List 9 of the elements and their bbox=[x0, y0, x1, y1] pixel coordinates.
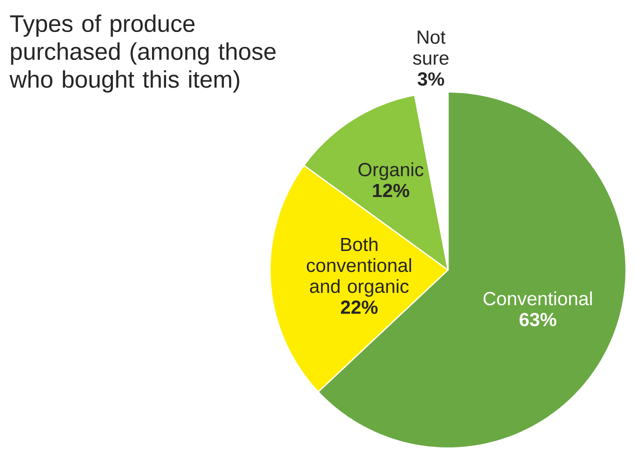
slice-label: Not sure bbox=[413, 30, 448, 65]
slice-label: Organic bbox=[358, 162, 424, 180]
data-label: 12% bbox=[373, 184, 410, 198]
chart-title: Types of produce purchased (among those who bought this item) bbox=[9, 14, 276, 93]
data-label: 63% bbox=[520, 312, 556, 326]
data-label: 22% bbox=[340, 300, 378, 314]
data-label: 3% bbox=[418, 72, 444, 86]
slice-label: Both conventional and organic bbox=[306, 237, 412, 297]
slice-label: Conventional bbox=[484, 291, 592, 306]
